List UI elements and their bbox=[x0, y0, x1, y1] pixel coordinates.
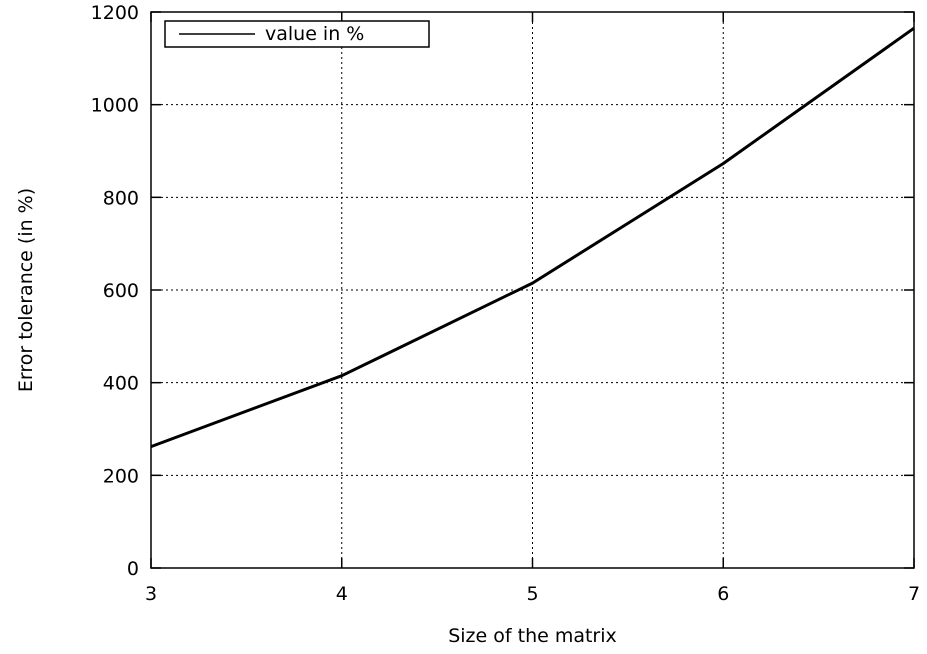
x-tick-label: 7 bbox=[908, 583, 920, 605]
legend: value in % bbox=[164, 20, 430, 48]
y-tick-label: 200 bbox=[103, 465, 139, 487]
series-line-value-in-percent bbox=[150, 26, 915, 449]
y-tick-label: 1000 bbox=[91, 95, 139, 117]
grid-lines bbox=[151, 12, 914, 568]
y-tick-label: 600 bbox=[103, 280, 139, 302]
x-axis-title: Size of the matrix bbox=[448, 625, 617, 647]
tick-labels: 3 4 5 6 7 0 200 400 600 800 1000 1200 bbox=[91, 2, 920, 605]
plot-frame bbox=[150, 11, 915, 569]
y-tick-label: 0 bbox=[127, 558, 139, 580]
x-tick-label: 3 bbox=[145, 583, 157, 605]
y-tick-label: 1200 bbox=[91, 2, 139, 24]
legend-label: value in % bbox=[265, 23, 364, 45]
x-tick-label: 6 bbox=[717, 583, 729, 605]
x-tick-label: 5 bbox=[526, 583, 538, 605]
x-tick-label: 4 bbox=[336, 583, 348, 605]
y-tick-label: 400 bbox=[103, 373, 139, 395]
y-tick-label: 800 bbox=[103, 187, 139, 209]
y-axis-title: Error tolerance (in %) bbox=[15, 188, 37, 392]
series-lines bbox=[150, 26, 915, 449]
